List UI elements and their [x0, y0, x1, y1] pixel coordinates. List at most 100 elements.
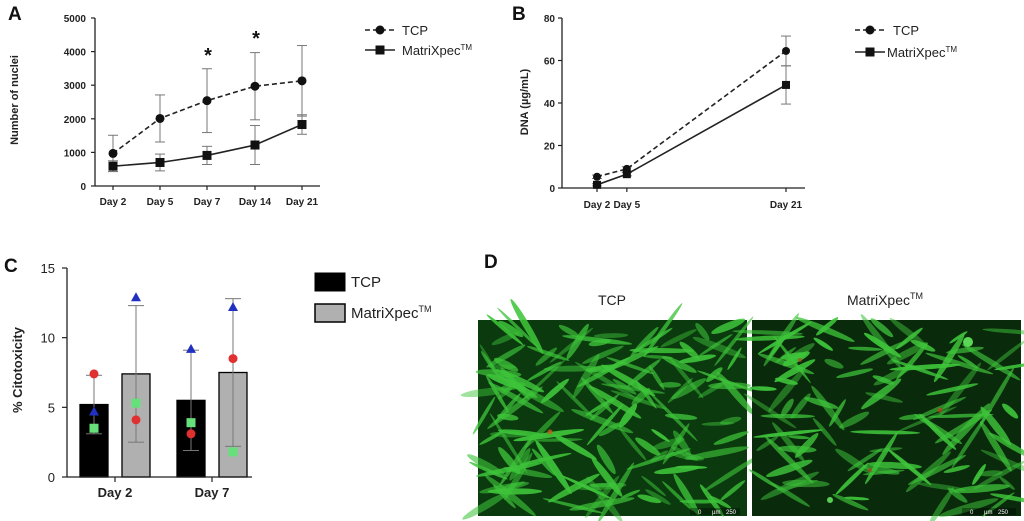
- cell-shape: [864, 432, 898, 485]
- panel-a-y-tick-label: 1000: [64, 148, 87, 159]
- panel-c-matrixpec-point-red: [228, 354, 238, 364]
- cell-shape: [462, 492, 508, 520]
- cell-shape: [933, 333, 965, 383]
- panel-b-line-chart: B DNA (µg/mL) 0 20 40 60 80 Day 2 Day 5 Day 21…: [512, 4, 957, 211]
- cell-shape: [780, 398, 794, 417]
- cell-shape: [790, 393, 811, 419]
- cell-shape: [919, 413, 957, 450]
- panel-b-legend: TCP MatriXpecTM: [855, 23, 957, 60]
- cell-shape: [783, 343, 815, 364]
- tcp-scale-bar-box: [690, 508, 740, 515]
- cell-shape: [860, 340, 908, 365]
- cell-shape: [569, 497, 635, 511]
- cell-shape: [593, 333, 629, 338]
- panel-b-tcp-series-line: [596, 50, 787, 178]
- panel-b-legend-tm: TM: [946, 45, 958, 54]
- panel-a-y-tick-label: 5000: [64, 14, 87, 25]
- cell-shape: [606, 357, 655, 375]
- cell-shape: [479, 431, 504, 445]
- panel-d-label-tm: TM: [910, 291, 923, 301]
- panel-b-y-tick-label: 40: [544, 99, 556, 110]
- cell-shape: [596, 444, 616, 475]
- cell-shape: [701, 421, 735, 426]
- cell-shape: [497, 413, 519, 421]
- panel-a-line-chart: A Number of nuclei 0 1000 2000 3000 4000 5000…: [8, 4, 472, 208]
- tcp-scale-bar-value: 250: [726, 510, 737, 516]
- cell-shape: [542, 498, 604, 514]
- dead-cell-spot: [798, 358, 802, 362]
- panel-a-legend-tcp-marker: [375, 25, 385, 35]
- panel-a-x-tick-label: Day 21: [286, 197, 319, 208]
- cell-shape: [651, 428, 670, 442]
- cell-shape: [925, 352, 994, 375]
- cell-shape: [586, 476, 623, 521]
- cell-shape: [788, 435, 810, 440]
- matrixpec-scale-bar-value: 250: [998, 510, 1009, 516]
- cell-shape: [619, 427, 647, 461]
- cell-shape: [727, 347, 742, 370]
- cell-shape: [938, 498, 999, 518]
- cell-shape: [749, 386, 777, 391]
- panel-a-x-tick-label: Day 5: [147, 197, 174, 208]
- cell-shape: [850, 430, 921, 435]
- tcp-image-cells: [460, 298, 762, 521]
- cell-shape: [484, 474, 536, 517]
- cell-shape: [917, 482, 967, 492]
- cell-shape: [588, 385, 642, 419]
- panel-b-y-axis-title: DNA (µg/mL): [519, 68, 531, 135]
- cell-shape: [534, 438, 583, 442]
- panel-c-letter: C: [4, 256, 18, 277]
- panel-c-tcp-point-red: [186, 429, 196, 439]
- cell-shape: [839, 411, 870, 429]
- cell-shape: [816, 317, 839, 336]
- matrixpec-image-cells: [732, 313, 1024, 521]
- cell-shape: [861, 378, 902, 410]
- cell-shape: [999, 476, 1015, 490]
- panel-a-tcp-point: [108, 148, 118, 158]
- cell-shape: [775, 377, 798, 385]
- cell-shape: [526, 345, 570, 361]
- cell-shape: [679, 499, 721, 504]
- cell-shape: [836, 368, 874, 378]
- cell-shape: [982, 328, 1024, 335]
- panel-b-legend-matrixpec-marker: [865, 47, 875, 57]
- matrixpec-scale-bar-box: [962, 508, 1016, 515]
- cell-shape: [979, 367, 1015, 427]
- panel-d-label-matrixpec-text: MatriXpec: [847, 292, 910, 308]
- cell-shape: [698, 333, 733, 357]
- cell-shape: [990, 493, 1024, 504]
- cell-shape: [980, 421, 1012, 472]
- cell-shape: [659, 382, 682, 388]
- cell-shape: [472, 396, 496, 435]
- cell-shape: [648, 391, 698, 442]
- panel-c-y-tick-label: 15: [41, 261, 55, 276]
- cell-shape: [519, 452, 572, 465]
- panel-a-letter: A: [8, 4, 22, 25]
- cell-shape: [770, 482, 810, 507]
- cell-shape: [692, 336, 746, 359]
- cell-shape: [713, 431, 749, 445]
- cell-shape: [1002, 403, 1019, 419]
- panel-c-legend-matrixpec-text: MatriXpec: [351, 305, 419, 322]
- cell-shape: [905, 451, 951, 493]
- panel-a-y-tick-label: 0: [80, 182, 86, 193]
- cell-shape: [832, 493, 869, 511]
- panel-c-y-axis-title: % Citotoxicity: [10, 326, 25, 413]
- cell-shape: [548, 473, 600, 503]
- cell-shape: [720, 480, 746, 501]
- cell-shape: [695, 322, 710, 341]
- cell-shape: [771, 422, 806, 463]
- cell-shape: [994, 362, 1024, 371]
- panel-a-tcp-point: [155, 113, 165, 123]
- cell-shape: [635, 437, 661, 456]
- panel-c-matrixpec-point-green: [131, 398, 141, 408]
- cell-shape: [527, 361, 562, 382]
- cell-shape: [480, 351, 501, 380]
- cell-shape: [586, 403, 624, 446]
- cell-shape: [889, 318, 928, 348]
- panel-b-y-tick-label: 20: [544, 142, 556, 153]
- cell-shape: [582, 345, 624, 364]
- cell-shape: [573, 353, 600, 398]
- panel-a-x-tick-label: Day 7: [194, 197, 221, 208]
- panel-c-y-tick-label: 10: [41, 331, 55, 346]
